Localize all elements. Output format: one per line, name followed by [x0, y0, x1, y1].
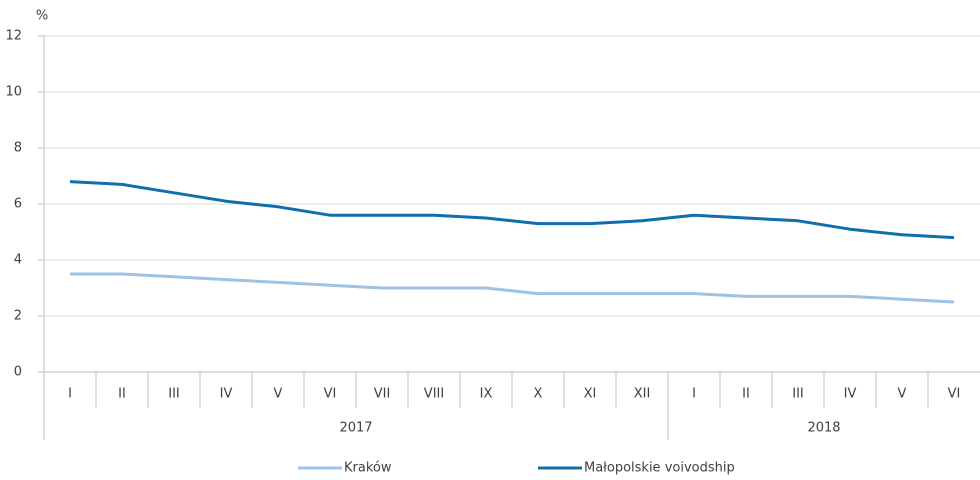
series-line — [70, 272, 955, 304]
x-tick-label: V — [898, 387, 907, 402]
y-tick-label: 10 — [5, 85, 22, 100]
y-tick-label: 2 — [14, 309, 22, 324]
y-unit: % — [36, 9, 48, 24]
legend-label: Kraków — [344, 461, 392, 476]
x-tick-label: II — [742, 387, 750, 402]
x-tick-label: IV — [220, 387, 233, 402]
group-label: 2017 — [339, 421, 372, 436]
x-tick-label: VI — [324, 387, 337, 402]
x-tick-label: I — [68, 387, 72, 402]
x-tick-label: II — [118, 387, 126, 402]
y-tick-label: 0 — [14, 365, 22, 380]
legend-label: Małopolskie voivodship — [584, 461, 735, 476]
x-tick-label: IV — [844, 387, 857, 402]
x-tick-label: III — [792, 387, 804, 402]
group-label: 2018 — [807, 421, 840, 436]
x-tick-label: X — [534, 387, 543, 402]
x-tick-label: VI — [948, 387, 961, 402]
series-line — [69, 180, 955, 240]
x-tick-label: III — [168, 387, 180, 402]
x-tick-label: VIII — [424, 387, 444, 402]
y-tick-label: 4 — [14, 253, 22, 268]
x-tick-label: XI — [584, 387, 597, 402]
x-tick-label: XII — [634, 387, 651, 402]
y-tick-label: 6 — [14, 197, 22, 212]
x-tick-label: I — [692, 387, 696, 402]
x-tick-label: VII — [374, 387, 391, 402]
x-tick-label: IX — [480, 387, 493, 402]
y-tick-label: 8 — [14, 141, 22, 156]
x-tick-label: V — [274, 387, 283, 402]
y-tick-label: 12 — [5, 29, 22, 44]
